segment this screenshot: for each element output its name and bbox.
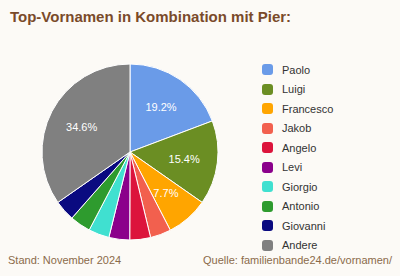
html-text:Angelo: Angelo xyxy=(282,141,317,154)
html-text:Paolo: Paolo xyxy=(282,63,311,76)
html-text:Luigi: Luigi xyxy=(282,83,306,96)
html-text:Jakob: Jakob xyxy=(282,122,312,135)
html-text:Levi: Levi xyxy=(282,161,303,174)
svg-text:7.7%: 7.7% xyxy=(153,187,178,199)
html-text:Top-Vornamen in Kombination mi: Top-Vornamen in Kombination mit Pier: xyxy=(10,8,292,25)
svg-text:34.6%: 34.6% xyxy=(66,121,97,133)
html-text:Giovanni: Giovanni xyxy=(282,219,326,232)
html-text:Quelle: familienbande24.de/vor: Quelle: familienbande24.de/vornamen/ xyxy=(203,254,392,266)
html-text:Francesco: Francesco xyxy=(282,102,334,115)
html-text:Stand: November 2024: Stand: November 2024 xyxy=(8,254,122,266)
svg-text:19.2%: 19.2% xyxy=(145,101,176,113)
svg-text:15.4%: 15.4% xyxy=(169,153,200,165)
html-text:Andere: Andere xyxy=(282,239,318,252)
html-text:Antonio: Antonio xyxy=(282,200,320,213)
html-text:Giorgio: Giorgio xyxy=(282,180,318,193)
